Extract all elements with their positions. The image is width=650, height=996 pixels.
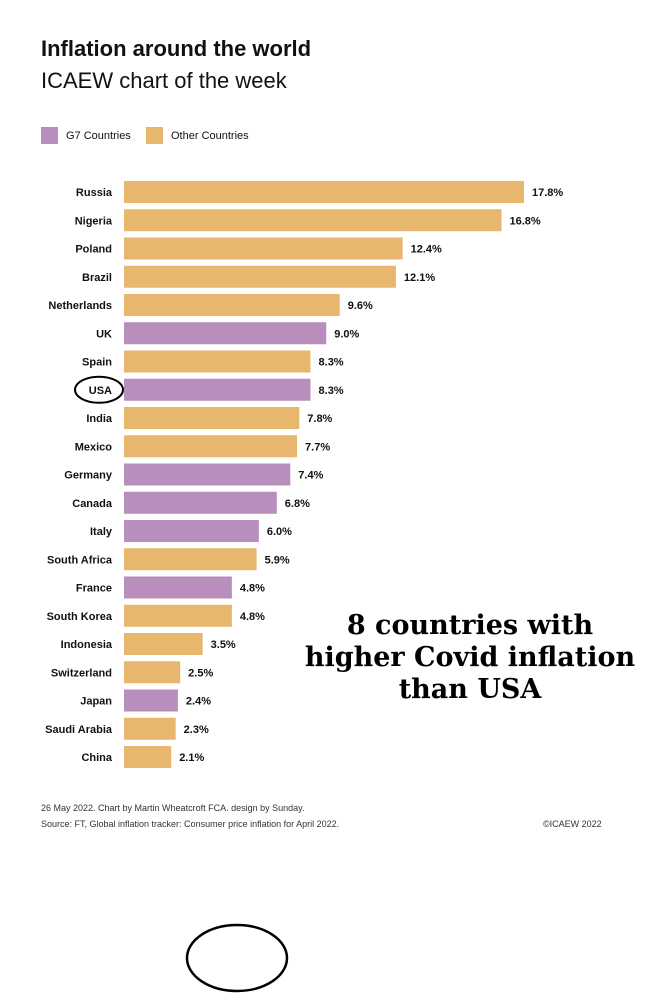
- legend-label-other: Other Countries: [171, 129, 249, 142]
- value-label: 12.1%: [404, 272, 435, 284]
- category-label: Mexico: [75, 441, 113, 453]
- category-label: Switzerland: [51, 667, 112, 679]
- bar-india: [124, 407, 300, 429]
- category-label: Saudi Arabia: [45, 724, 113, 736]
- bar-russia: [124, 181, 524, 203]
- value-label: 3.5%: [211, 639, 236, 651]
- footer-credit: 26 May 2022. Chart by Martin Wheatcroft …: [41, 803, 305, 813]
- highlight-circle: [74, 375, 124, 404]
- category-label: India: [86, 413, 113, 425]
- footer-source: Source: FT, Global inflation tracker: Co…: [41, 819, 340, 829]
- bar-switzerland: [124, 661, 181, 684]
- bar-saudi-arabia: [124, 717, 176, 740]
- value-label: 16.8%: [510, 215, 541, 227]
- bar-nigeria: [124, 209, 502, 232]
- value-label: 2.5%: [188, 667, 213, 679]
- category-label: Nigeria: [75, 215, 113, 227]
- category-label: Canada: [72, 498, 113, 510]
- category-label: Poland: [75, 244, 112, 256]
- bar-germany: [124, 463, 291, 486]
- category-label: South Africa: [47, 554, 113, 566]
- value-label: 7.7%: [305, 441, 330, 453]
- category-label: China: [81, 752, 112, 764]
- value-label: 2.4%: [186, 696, 211, 708]
- bar-china: [124, 746, 172, 768]
- category-label: South Korea: [47, 611, 113, 623]
- bar-spain: [124, 350, 311, 373]
- category-label: Spain: [82, 357, 112, 369]
- bar-japan: [124, 689, 178, 712]
- value-label: 12.4%: [411, 244, 442, 256]
- category-label: France: [76, 583, 112, 595]
- annotation-text: 8 countries with higher Covid inflation …: [304, 610, 636, 705]
- value-label: 9.0%: [334, 328, 359, 340]
- bar-usa: [124, 378, 311, 401]
- bar-netherlands: [124, 294, 340, 316]
- value-label: 9.6%: [348, 300, 373, 312]
- legend-item-g7: G7 Countries: [41, 127, 131, 144]
- value-label: 4.8%: [240, 583, 265, 595]
- footer-copyright: ©ICAEW 2022: [543, 819, 602, 829]
- legend-swatch-other: [146, 127, 163, 144]
- bar-brazil: [124, 265, 396, 288]
- value-label: 8.3%: [319, 357, 344, 369]
- bar-mexico: [124, 435, 298, 458]
- legend-item-other: Other Countries: [146, 127, 249, 144]
- category-label: Russia: [76, 187, 113, 199]
- value-label: 4.8%: [240, 611, 265, 623]
- value-label: 2.1%: [179, 752, 204, 764]
- category-label: Indonesia: [61, 639, 113, 651]
- bar-poland: [124, 237, 403, 260]
- value-label: 7.4%: [298, 470, 323, 482]
- value-label: 7.8%: [307, 413, 332, 425]
- bar-uk: [124, 322, 327, 345]
- bar-south-africa: [124, 548, 257, 571]
- bar-italy: [124, 520, 259, 542]
- category-label: UK: [96, 328, 112, 340]
- value-label: 6.0%: [267, 526, 292, 538]
- category-label: Italy: [90, 526, 113, 538]
- value-label: 8.3%: [319, 385, 344, 397]
- chart-subtitle: ICAEW chart of the week: [41, 68, 287, 93]
- bar-france: [124, 576, 232, 599]
- chart-title: Inflation around the world: [41, 36, 312, 61]
- category-label: Japan: [80, 696, 112, 708]
- bar-canada: [124, 491, 277, 514]
- bar-indonesia: [124, 633, 203, 655]
- value-label: 17.8%: [532, 187, 563, 199]
- category-label: Netherlands: [48, 300, 112, 312]
- value-label: 2.3%: [184, 724, 209, 736]
- bar-south-korea: [124, 604, 232, 627]
- value-label: 6.8%: [285, 498, 310, 510]
- category-label: Brazil: [82, 272, 112, 284]
- legend-label-g7: G7 Countries: [66, 129, 131, 142]
- category-label: Germany: [64, 470, 113, 482]
- legend-swatch-g7: [41, 127, 58, 144]
- category-label: USA: [89, 385, 112, 397]
- value-label: 5.9%: [265, 554, 290, 566]
